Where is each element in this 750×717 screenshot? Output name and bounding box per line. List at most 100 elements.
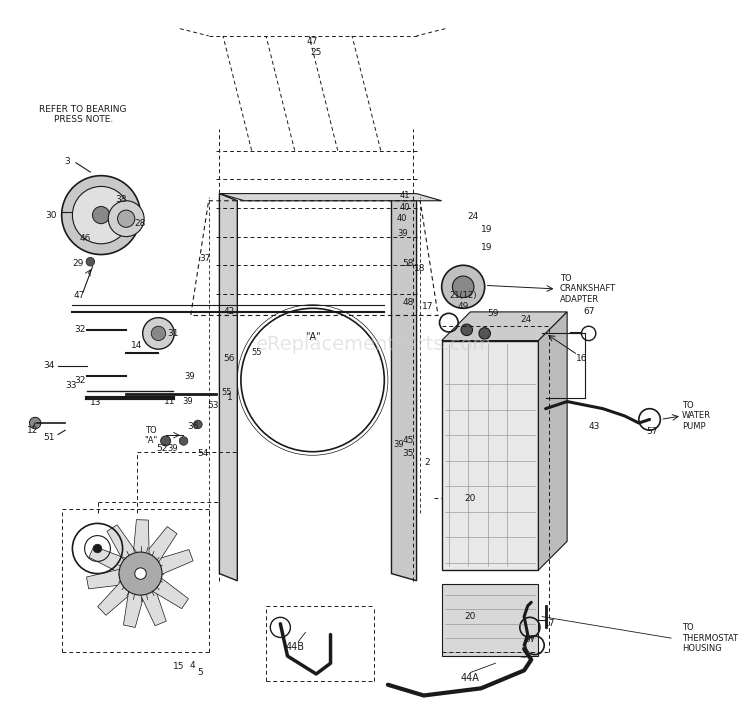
Circle shape: [142, 318, 174, 349]
Text: 67: 67: [583, 308, 595, 316]
Text: 47: 47: [74, 291, 86, 300]
Text: 40: 40: [397, 214, 407, 223]
Text: 36: 36: [187, 422, 199, 431]
Text: 49: 49: [458, 302, 469, 310]
Text: 19: 19: [481, 225, 493, 234]
Text: 21(12): 21(12): [449, 291, 477, 300]
Text: REFER TO BEARING
PRESS NOTE.: REFER TO BEARING PRESS NOTE.: [40, 105, 127, 125]
Text: 54: 54: [197, 449, 208, 457]
Text: 18: 18: [415, 265, 426, 273]
Text: 48: 48: [402, 298, 414, 307]
Text: 35: 35: [402, 449, 414, 457]
Polygon shape: [132, 520, 149, 566]
Circle shape: [86, 257, 94, 266]
Polygon shape: [98, 572, 141, 615]
Text: 24: 24: [520, 315, 532, 323]
Polygon shape: [135, 577, 166, 626]
Circle shape: [118, 210, 135, 227]
Text: TO
CRANKSHAFT
ADAPTER: TO CRANKSHAFT ADAPTER: [560, 274, 616, 304]
Text: 28: 28: [135, 219, 146, 228]
Circle shape: [452, 276, 474, 298]
Text: 47: 47: [307, 37, 318, 46]
Text: 39: 39: [393, 440, 404, 449]
Circle shape: [479, 328, 490, 339]
Text: 33: 33: [65, 381, 76, 389]
Text: 20: 20: [465, 494, 476, 503]
Text: 25: 25: [310, 48, 322, 57]
Text: 45: 45: [402, 437, 414, 445]
Polygon shape: [107, 525, 144, 572]
Polygon shape: [220, 194, 442, 201]
Circle shape: [93, 544, 102, 553]
Circle shape: [119, 552, 162, 595]
Circle shape: [194, 420, 202, 429]
Text: 19: 19: [481, 243, 493, 252]
Text: 17: 17: [422, 302, 433, 310]
Polygon shape: [538, 312, 567, 570]
Text: TO
THERMOSTAT
HOUSING: TO THERMOSTAT HOUSING: [682, 623, 738, 653]
Circle shape: [152, 326, 166, 341]
Polygon shape: [144, 549, 193, 579]
Text: 15: 15: [172, 663, 184, 671]
Text: 55: 55: [251, 348, 262, 357]
FancyBboxPatch shape: [442, 584, 538, 656]
Text: 12: 12: [27, 426, 39, 435]
Text: 43: 43: [589, 422, 600, 431]
Polygon shape: [89, 546, 137, 579]
Text: 4: 4: [190, 661, 196, 670]
Circle shape: [461, 324, 472, 336]
Text: 13: 13: [90, 399, 102, 407]
Text: 46: 46: [80, 234, 91, 242]
Text: 44B: 44B: [285, 642, 304, 652]
Text: 30: 30: [45, 211, 57, 219]
Text: 32: 32: [74, 376, 86, 384]
Text: 51: 51: [44, 433, 55, 442]
Text: 11: 11: [164, 397, 175, 406]
Text: 29: 29: [73, 260, 84, 268]
Text: 39: 39: [184, 372, 195, 381]
Text: 39: 39: [182, 397, 193, 406]
Text: 34: 34: [44, 361, 55, 370]
Polygon shape: [142, 571, 188, 609]
Text: 20: 20: [465, 612, 476, 621]
Text: 52: 52: [156, 444, 168, 452]
Circle shape: [108, 201, 144, 237]
Text: 31: 31: [168, 329, 179, 338]
Polygon shape: [442, 312, 567, 341]
Text: 14: 14: [131, 341, 142, 350]
Text: 57: 57: [646, 427, 658, 436]
Text: 39: 39: [167, 444, 178, 452]
Text: 37: 37: [200, 254, 211, 262]
Circle shape: [62, 176, 140, 255]
Text: 16: 16: [576, 354, 587, 363]
Text: 1: 1: [227, 394, 233, 402]
Text: 41: 41: [399, 191, 410, 199]
Circle shape: [73, 186, 130, 244]
Text: 5: 5: [197, 668, 203, 677]
Circle shape: [92, 206, 110, 224]
Polygon shape: [124, 579, 148, 627]
Text: 44A: 44A: [461, 673, 480, 683]
Text: 42: 42: [223, 308, 234, 316]
Text: 53: 53: [207, 401, 219, 409]
Text: "A": "A": [304, 332, 320, 342]
FancyBboxPatch shape: [442, 341, 538, 570]
Text: 17: 17: [544, 619, 555, 628]
Text: 38: 38: [116, 195, 127, 204]
Text: eReplacementParts.com: eReplacementParts.com: [256, 335, 492, 353]
Text: 58: 58: [402, 260, 414, 268]
Text: 57: 57: [524, 635, 536, 644]
Text: TO
WATER
PUMP: TO WATER PUMP: [682, 401, 711, 431]
Text: 55: 55: [221, 389, 232, 397]
Text: 24: 24: [466, 212, 478, 221]
Text: 59: 59: [488, 309, 499, 318]
Text: 3: 3: [64, 157, 70, 166]
Polygon shape: [138, 526, 177, 573]
Text: 2: 2: [424, 458, 430, 467]
Text: TO
"A": TO "A": [145, 425, 158, 445]
Text: 39: 39: [397, 229, 407, 237]
Circle shape: [179, 437, 188, 445]
Text: 32: 32: [74, 326, 86, 334]
Polygon shape: [220, 194, 237, 581]
Text: 40: 40: [399, 204, 410, 212]
